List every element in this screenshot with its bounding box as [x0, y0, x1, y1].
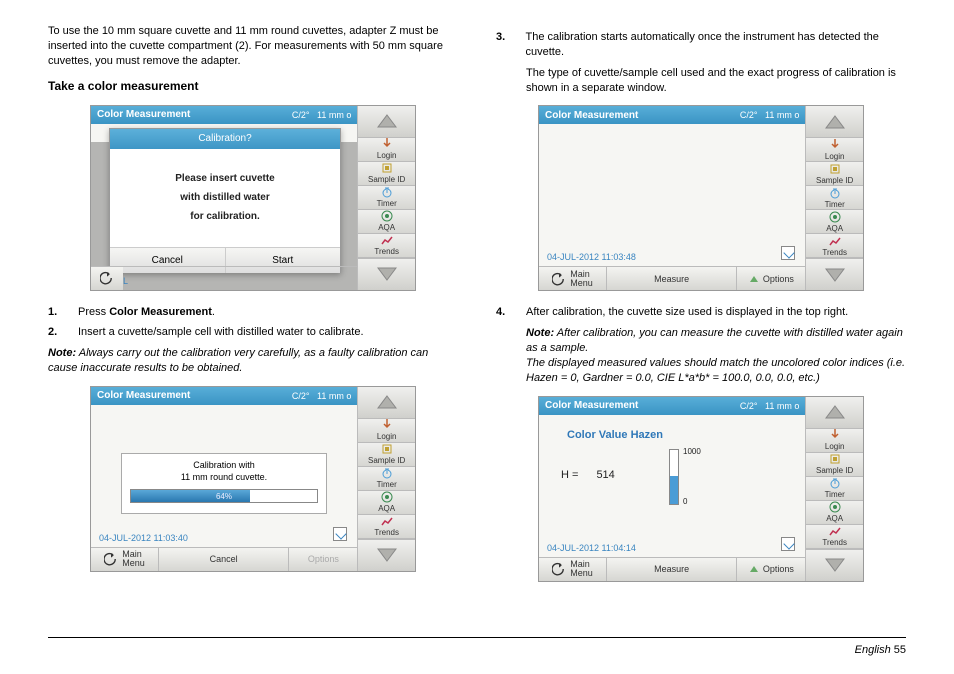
- sidebar-item-aqa[interactable]: AQA: [358, 491, 415, 515]
- main-menu-button[interactable]: Main Menu: [91, 548, 159, 571]
- scroll-up-button[interactable]: [358, 106, 415, 138]
- options-icon: [749, 564, 759, 574]
- scroll-down-button[interactable]: [806, 258, 863, 290]
- device-title: Color Measurement: [97, 109, 190, 120]
- device-title-bar: Color Measurement C/2° 11 mm o: [91, 106, 357, 124]
- device-screenshot-hazen: Color MeasurementC/2° 11 mm o Color Valu…: [538, 396, 864, 582]
- scroll-down-button[interactable]: [358, 258, 415, 290]
- back-button[interactable]: [91, 267, 123, 290]
- sidebar-item-trends[interactable]: Trends: [358, 515, 415, 539]
- device-screenshot-dialog: Color Measurement C/2° 11 mm o Calibrati…: [90, 105, 416, 291]
- sidebar-item-timer[interactable]: Timer: [806, 186, 863, 210]
- device-sidebar: Login Sample ID Timer AQA Trends: [357, 106, 415, 290]
- step-3b: The type of cuvette/sample cell used and…: [526, 66, 906, 96]
- login-icon: [380, 138, 394, 150]
- footer-language: English: [855, 644, 891, 656]
- scroll-up-button[interactable]: [806, 397, 863, 429]
- sidebar-item-aqa[interactable]: AQA: [806, 210, 863, 234]
- section-heading: Take a color measurement: [48, 79, 458, 93]
- timestamp: 04-JUL-2012 11:04:14: [547, 543, 636, 553]
- sidebar-item-trends[interactable]: Trends: [806, 525, 863, 549]
- hazen-value: H =514: [561, 469, 615, 481]
- edit-icon[interactable]: [781, 246, 795, 260]
- timestamp: 04-JUL-2012 11:03:40: [99, 533, 188, 543]
- up-arrow-icon: [376, 393, 398, 411]
- sidebar-item-login[interactable]: Login: [806, 138, 863, 162]
- back-arrow-icon: [104, 552, 118, 566]
- scroll-up-button[interactable]: [806, 106, 863, 138]
- options-button[interactable]: Options: [737, 267, 805, 290]
- dialog-body: Please insert cuvette with distilled wat…: [110, 149, 340, 247]
- hazen-title: Color Value Hazen: [567, 429, 663, 441]
- back-arrow-icon: [552, 272, 566, 286]
- back-arrow-icon: [552, 562, 566, 576]
- calibration-dialog: Calibration? Please insert cuvette with …: [109, 128, 341, 273]
- scroll-down-button[interactable]: [358, 539, 415, 571]
- left-column: To use the 10 mm square cuvette and 11 m…: [48, 24, 458, 614]
- sidebar-item-sampleid[interactable]: Sample ID: [806, 453, 863, 477]
- main-menu-button[interactable]: Main Menu: [539, 267, 607, 290]
- scroll-up-button[interactable]: [358, 387, 415, 419]
- options-button: Options: [289, 548, 357, 571]
- edit-icon[interactable]: [333, 527, 347, 541]
- sidebar-item-aqa[interactable]: AQA: [358, 210, 415, 234]
- device-screenshot-ready: Color MeasurementC/2° 11 mm o 04-JUL-201…: [538, 105, 864, 291]
- scroll-down-button[interactable]: [806, 549, 863, 581]
- sampleid-icon: [380, 162, 394, 174]
- step-1: 1. Press Color Measurement.: [48, 305, 458, 320]
- note-2: Note: After calibration, you can measure…: [526, 326, 906, 385]
- sidebar-item-timer[interactable]: Timer: [358, 186, 415, 210]
- measure-button[interactable]: Measure: [607, 558, 737, 581]
- cancel-button[interactable]: Cancel: [159, 548, 289, 571]
- sidebar-item-aqa[interactable]: AQA: [806, 501, 863, 525]
- measure-button[interactable]: Measure: [607, 267, 737, 290]
- sidebar-item-sampleid[interactable]: Sample ID: [358, 443, 415, 467]
- down-arrow-icon: [376, 546, 398, 564]
- sidebar-item-trends[interactable]: Trends: [358, 234, 415, 258]
- down-arrow-icon: [376, 265, 398, 283]
- progress-text: Calibration with11 mm round cuvette.: [130, 460, 318, 483]
- sidebar-item-trends[interactable]: Trends: [806, 234, 863, 258]
- step-2: 2. Insert a cuvette/sample cell with dis…: [48, 325, 458, 340]
- aqa-icon: [380, 210, 394, 222]
- note-1: Note: Always carry out the calibration v…: [48, 346, 458, 376]
- dialog-title: Calibration?: [110, 129, 340, 149]
- options-button[interactable]: Options: [737, 558, 805, 581]
- hazen-min-label: 0: [683, 497, 687, 506]
- calibration-progress-box: Calibration with11 mm round cuvette. 64%: [121, 453, 327, 514]
- footer-page: 55: [891, 644, 906, 656]
- step-3: 3. The calibration starts automatically …: [496, 30, 906, 60]
- sidebar-item-sampleid[interactable]: Sample ID: [806, 162, 863, 186]
- sidebar-item-sampleid[interactable]: Sample ID: [358, 162, 415, 186]
- device-screenshot-progress: Color Measurement C/2° 11 mm o Calibrati…: [90, 386, 416, 572]
- intro-text: To use the 10 mm square cuvette and 11 m…: [48, 24, 458, 69]
- sidebar-item-login[interactable]: Login: [358, 419, 415, 443]
- device-title-bar: Color Measurement C/2° 11 mm o: [91, 387, 357, 405]
- main-menu-button[interactable]: Main Menu: [539, 558, 607, 581]
- sidebar-item-login[interactable]: Login: [806, 429, 863, 453]
- trends-icon: [380, 234, 394, 246]
- sidebar-item-timer[interactable]: Timer: [358, 467, 415, 491]
- sidebar-item-timer[interactable]: Timer: [806, 477, 863, 501]
- up-arrow-icon: [376, 112, 398, 130]
- page-footer: English 55: [48, 637, 906, 656]
- sidebar-item-login[interactable]: Login: [358, 138, 415, 162]
- timer-icon: [380, 186, 394, 198]
- step-4: 4. After calibration, the cuvette size u…: [496, 305, 906, 320]
- hazen-max-label: 1000: [683, 447, 701, 456]
- right-column: 3. The calibration starts automatically …: [496, 24, 906, 614]
- progress-bar: 64%: [130, 489, 318, 503]
- back-arrow-icon: [100, 271, 114, 285]
- edit-icon[interactable]: [781, 537, 795, 551]
- hazen-bar-fill: [670, 476, 678, 504]
- options-icon: [749, 274, 759, 284]
- hazen-bar: [669, 449, 679, 505]
- device-title-right: C/2° 11 mm o: [292, 110, 351, 120]
- timestamp: 04-JUL-2012 11:03:48: [547, 252, 636, 262]
- progress-percent: 64%: [131, 490, 317, 502]
